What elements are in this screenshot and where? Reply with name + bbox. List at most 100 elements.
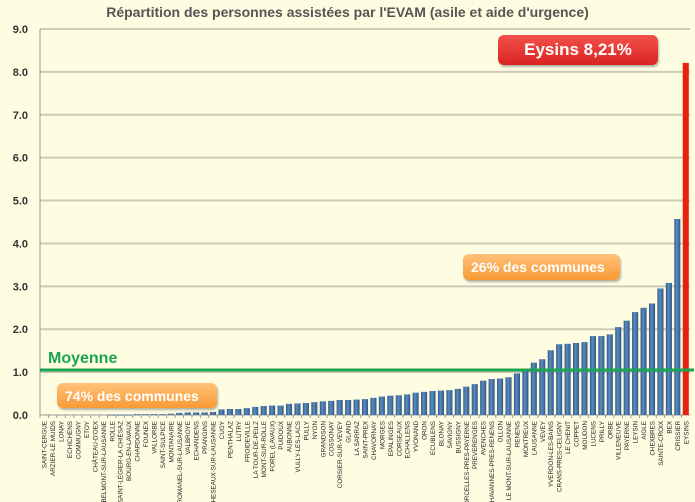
x-tick-label: CHARDONNE [135, 421, 142, 462]
bar [218, 409, 225, 415]
bar [134, 414, 141, 416]
chart-title: Répartition des personnes assistées par … [106, 4, 589, 20]
x-tick-label: COMMUGNY [75, 420, 82, 459]
bar [328, 400, 335, 415]
x-tick-label: PULLY [303, 420, 310, 440]
x-tick-label: ORON [422, 421, 429, 440]
x-tick-label: SAINTE-CROIX [658, 420, 665, 466]
x-tick-label: MONT-SUR-ROLLE [261, 421, 268, 477]
bar [311, 402, 318, 415]
bar [285, 403, 293, 415]
x-tick-label: VALLORBE [151, 421, 158, 454]
x-tick-label: PRANGINS [202, 421, 209, 454]
y-tick-label: 1.0 [13, 367, 28, 379]
bar [623, 320, 630, 415]
bar [277, 405, 284, 415]
y-tick-label: 5.0 [13, 196, 28, 208]
bar [361, 399, 369, 415]
x-tick-label: AIGLE [641, 421, 648, 440]
x-tick-label: FOREL (LAVAUX) [270, 421, 277, 472]
bar [454, 388, 461, 415]
bar [226, 408, 233, 415]
x-tick-label: LUCENS [590, 421, 597, 447]
x-tick-label: CHAVANNES-PRES-RENENS [489, 421, 496, 502]
x-tick-label: CHESEAUX-SUR-LAUSANNE [211, 421, 218, 502]
bar [640, 307, 647, 415]
x-tick-label: LEYSIN [633, 421, 640, 444]
bar [497, 378, 504, 415]
bar [294, 403, 301, 415]
bar [193, 412, 200, 415]
bar [387, 395, 394, 415]
x-tick-label: LA TOUR-DE-PEILZ [253, 421, 260, 478]
x-tick-label: ROLLE [109, 421, 116, 442]
x-tick-label: SAINT-PREX [363, 420, 370, 458]
x-tick-label: BLONAY [438, 420, 445, 446]
bar [539, 359, 546, 415]
bar [184, 412, 191, 415]
bar [547, 350, 554, 415]
bar [269, 405, 276, 415]
x-tick-label: MOUDON [582, 421, 589, 450]
x-tick-label: CHÂTEAU-D'OEX [90, 420, 99, 472]
y-tick-label: 2.0 [13, 324, 28, 336]
x-tick-label: CHEXBRES [650, 421, 657, 456]
bar [581, 342, 588, 415]
bar [598, 336, 605, 415]
average-label: Moyenne [48, 350, 118, 367]
y-tick-label: 3.0 [13, 281, 28, 293]
x-tick-label: LE MONT-SUR-LAUSANNE [506, 421, 513, 500]
x-tick-label: PRILLY [599, 420, 606, 442]
bar [429, 390, 436, 415]
bar [252, 406, 259, 415]
x-tick-label: LAUSANNE [531, 421, 538, 455]
bar [167, 413, 174, 415]
bar [336, 399, 343, 415]
x-tick-label: PAYERNE [624, 421, 631, 450]
x-tick-label: CORCELLES-PRES-PAYERNE [464, 421, 471, 502]
y-tick-label: 0.0 [13, 410, 28, 422]
x-tick-label: CRISSIER [675, 421, 682, 451]
bar [142, 414, 149, 416]
bar [471, 384, 478, 415]
upper-share-callout: 26% des communes [463, 254, 620, 280]
y-tick-label: 9.0 [13, 24, 28, 36]
x-tick-label: ETOY [84, 420, 91, 438]
x-tick-label: YVONAND [413, 421, 420, 453]
x-tick-label: CORSEAUX [396, 420, 403, 456]
bar [674, 218, 681, 415]
bar [201, 412, 208, 415]
x-tick-label: VEVEY [540, 420, 547, 442]
x-tick-label: LA SARRAZ [354, 421, 361, 456]
x-tick-label: EPALINGES [388, 421, 395, 456]
bar [108, 414, 115, 416]
bar [176, 412, 183, 415]
x-tick-label: VALBROYE [185, 421, 192, 454]
x-tick-label: COPPET [574, 421, 581, 447]
bar [657, 288, 664, 415]
bar [513, 373, 520, 415]
bar [370, 397, 377, 415]
x-tick-label: LONAY [59, 420, 66, 442]
bar [421, 391, 428, 415]
bar [530, 362, 537, 415]
bar [404, 394, 411, 415]
x-tick-label: GRANDSON [320, 421, 327, 458]
y-tick-label: 7.0 [13, 110, 28, 122]
bar [378, 396, 385, 415]
x-tick-label: GLAND [346, 421, 353, 443]
lower-share-callout: 74% des communes [57, 383, 217, 408]
bar [522, 371, 529, 415]
x-tick-label: YVERDON-LES-BAINS [548, 421, 555, 487]
bar [125, 414, 132, 416]
bar [395, 395, 402, 415]
bar [302, 402, 309, 415]
x-tick-label: COSSONAY [329, 420, 336, 456]
x-tick-label: PREVERENGES [472, 421, 479, 469]
x-tick-label: RENENS [514, 421, 521, 447]
x-tick-label: MONTANAIRE [168, 421, 175, 463]
x-tick-label: BOURG-EN-LAVAUX [126, 420, 133, 481]
x-tick-label: ECHICHENS [67, 421, 74, 458]
x-tick-label: AVENCHES [481, 421, 488, 455]
y-tick-label: 8.0 [13, 67, 28, 79]
